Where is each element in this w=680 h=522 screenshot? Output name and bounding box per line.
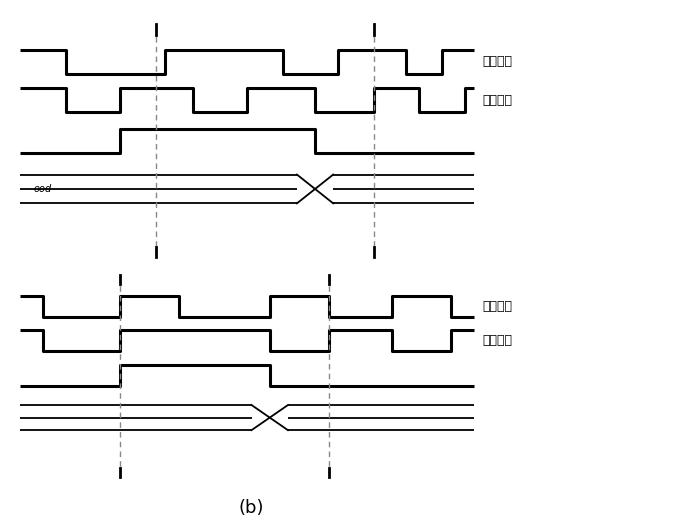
Text: 恢复时钟: 恢复时钟 [483,93,513,106]
Text: ood: ood [34,184,52,194]
Text: 输入数据: 输入数据 [483,55,513,68]
Text: 输入数据: 输入数据 [483,301,513,313]
Text: 恢复时钟: 恢复时钟 [483,334,513,347]
Text: (b): (b) [239,499,265,517]
